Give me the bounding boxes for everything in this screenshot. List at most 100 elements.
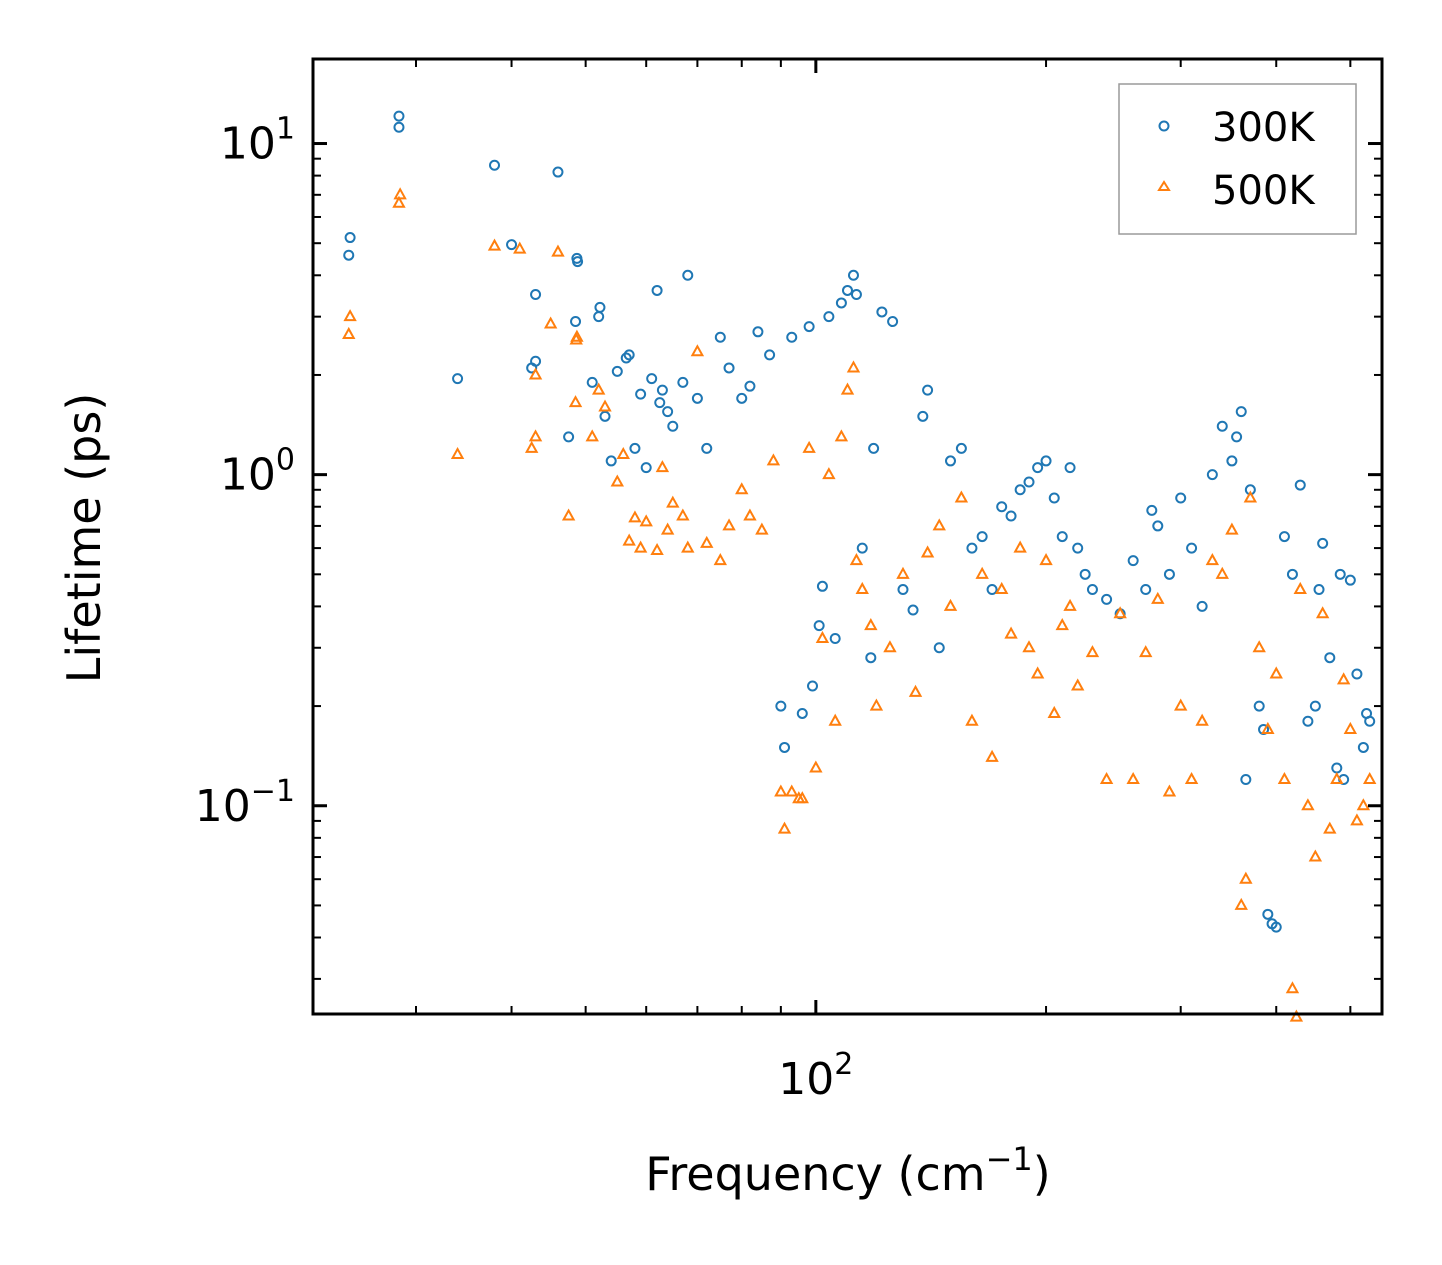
legend: 300K 500K bbox=[1118, 83, 1357, 235]
data-point-300k bbox=[1253, 700, 1265, 712]
data-point-300k bbox=[1240, 774, 1252, 786]
data-point-500k bbox=[1356, 798, 1371, 811]
data-point-500k bbox=[561, 508, 576, 521]
data-point-300k bbox=[764, 349, 776, 361]
data-point-300k bbox=[1313, 583, 1325, 595]
y-tick-label-base: 10 bbox=[195, 781, 251, 832]
data-point-500k bbox=[551, 244, 565, 257]
data-point-300k bbox=[1226, 455, 1238, 467]
data-point-500k bbox=[700, 535, 714, 548]
data-point-500k bbox=[1139, 645, 1153, 658]
data-point-500k bbox=[633, 540, 648, 553]
data-point-500k bbox=[650, 542, 664, 556]
data-point-300k bbox=[736, 392, 748, 404]
data-point-500k bbox=[1336, 672, 1351, 685]
data-point-500k bbox=[815, 630, 830, 643]
data-point-300k bbox=[651, 284, 663, 296]
data-point-300k bbox=[552, 166, 564, 178]
data-point-300k bbox=[530, 288, 542, 300]
data-point-300k bbox=[654, 397, 666, 409]
x-tick-label-base: 10 bbox=[778, 1054, 834, 1105]
data-point-500k bbox=[855, 581, 869, 594]
x-axis-title-close: ) bbox=[1033, 1147, 1051, 1201]
data-point-300k bbox=[530, 355, 542, 367]
data-point-500k bbox=[1323, 821, 1337, 834]
data-point-500k bbox=[849, 553, 864, 566]
data-point-500k bbox=[690, 344, 705, 357]
data-point-500k bbox=[1225, 522, 1239, 535]
data-point-500k bbox=[1039, 553, 1053, 566]
x-axis-title: Frequency (cm−1) bbox=[645, 1140, 1050, 1201]
data-point-500k bbox=[1063, 598, 1077, 611]
legend-label-500k: 500K bbox=[1212, 168, 1316, 214]
x-tick-label-exponent: 2 bbox=[834, 1047, 853, 1082]
data-point-500k bbox=[616, 446, 630, 460]
data-point-500k bbox=[1289, 1009, 1304, 1022]
data-point-500k bbox=[920, 545, 935, 558]
plot-frame bbox=[311, 57, 1384, 1016]
data-point-300k bbox=[865, 652, 877, 664]
data-point-500k bbox=[343, 309, 357, 322]
data-point-500k bbox=[864, 618, 878, 631]
data-point-300k bbox=[807, 680, 819, 692]
data-point-500k bbox=[528, 367, 543, 380]
data-point-300k bbox=[1032, 462, 1044, 474]
legend-label-300k: 300K bbox=[1212, 105, 1316, 151]
data-point-300k bbox=[1056, 531, 1068, 543]
data-point-300k bbox=[1357, 741, 1369, 753]
data-point-300k bbox=[1163, 568, 1175, 580]
data-point-500k bbox=[681, 540, 695, 553]
data-point-300k bbox=[1302, 715, 1314, 727]
data-point-300k bbox=[599, 410, 611, 422]
data-point-500k bbox=[628, 510, 642, 523]
data-point-500k bbox=[598, 399, 612, 412]
y-tick-label-exponent: 0 bbox=[276, 443, 295, 478]
data-point-500k bbox=[846, 360, 861, 373]
data-point-500k bbox=[828, 713, 842, 726]
data-point-500k bbox=[487, 238, 502, 251]
data-point-300k bbox=[682, 269, 694, 281]
data-point-300k bbox=[605, 455, 617, 467]
data-point-300k bbox=[779, 741, 791, 753]
data-point-500k bbox=[1162, 784, 1177, 797]
data-point-500k bbox=[610, 474, 625, 487]
data-point-500k bbox=[622, 533, 636, 546]
data-point-300k bbox=[1344, 574, 1356, 586]
data-point-500k bbox=[1047, 705, 1061, 718]
data-point-300k bbox=[623, 349, 635, 361]
data-point-300k bbox=[868, 442, 880, 454]
data-point-500k bbox=[713, 553, 728, 566]
data-point-500k bbox=[722, 518, 736, 531]
data-point-300k bbox=[1206, 469, 1218, 481]
data-point-300k bbox=[714, 331, 726, 343]
data-point-500k bbox=[660, 522, 675, 535]
x-tick-label: 102 bbox=[778, 1047, 853, 1105]
data-point-300k bbox=[1294, 479, 1306, 491]
data-point-300k bbox=[506, 239, 518, 251]
data-point-300k bbox=[835, 297, 847, 309]
data-point-300k bbox=[1317, 537, 1329, 549]
data-point-500k bbox=[570, 329, 584, 342]
data-point-300k bbox=[897, 583, 909, 595]
data-point-500k bbox=[1184, 771, 1199, 785]
data-point-500k bbox=[568, 395, 583, 408]
data-point-300k bbox=[1196, 600, 1208, 612]
data-point-300k bbox=[1086, 583, 1098, 595]
y-tick-label-exponent: −1 bbox=[251, 774, 295, 809]
data-point-500k bbox=[1285, 981, 1300, 994]
data-point-300k bbox=[1072, 542, 1084, 554]
data-point-300k bbox=[343, 249, 355, 261]
data-point-500k bbox=[755, 522, 769, 535]
legend-box bbox=[1118, 83, 1357, 235]
data-point-500k bbox=[1261, 721, 1275, 734]
data-point-300k bbox=[887, 316, 899, 328]
data-point-500k bbox=[743, 508, 757, 521]
y-tick-label-base: 10 bbox=[220, 119, 276, 170]
data-point-500k bbox=[1343, 721, 1358, 734]
data-point-500k bbox=[735, 482, 749, 495]
data-point-500k bbox=[1205, 553, 1220, 566]
data-point-500k bbox=[822, 467, 836, 480]
data-point-300k bbox=[847, 269, 859, 281]
data-point-500k bbox=[1252, 640, 1266, 653]
data-point-500k bbox=[1055, 618, 1069, 631]
